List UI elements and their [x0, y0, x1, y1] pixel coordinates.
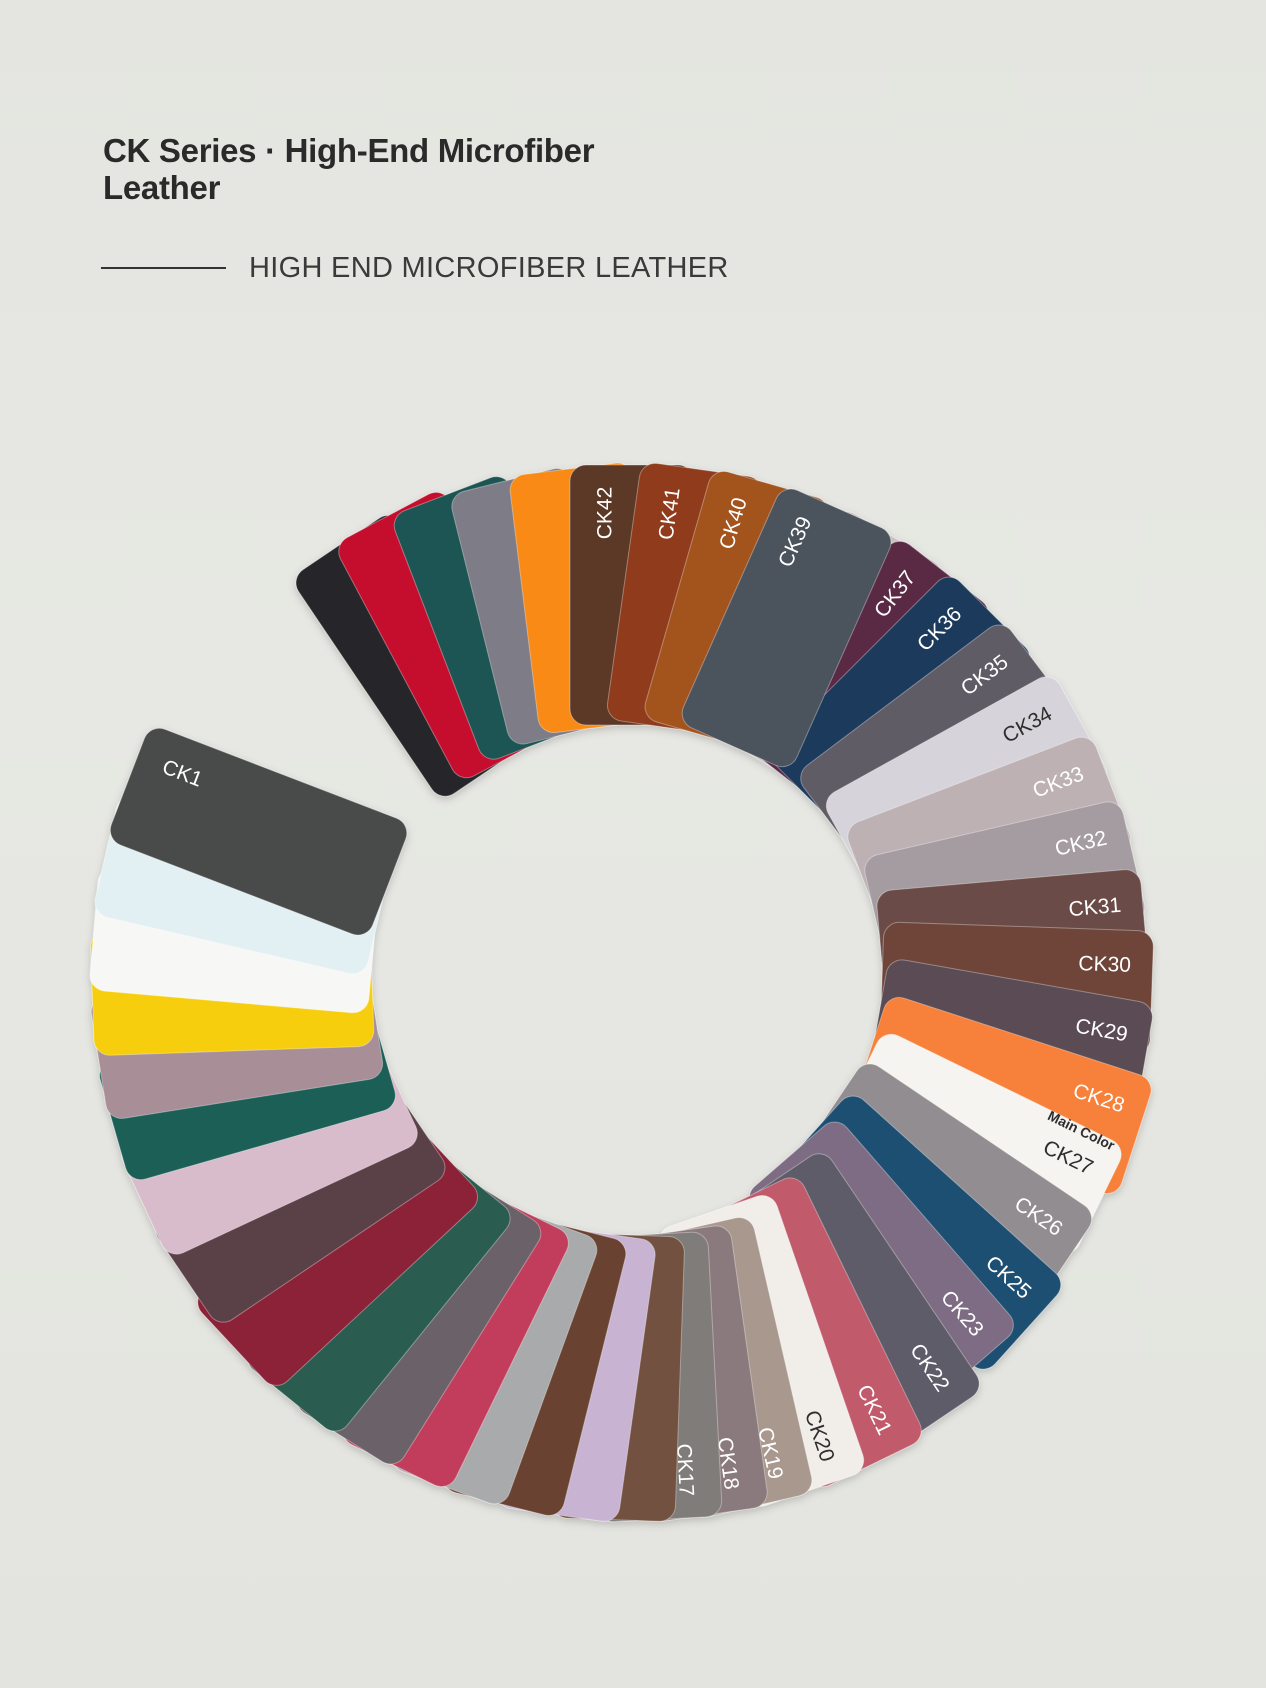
page-title: CK Series · High-End Microfiber Leather: [103, 132, 595, 206]
swatch-label-ck42: CK42: [594, 487, 617, 540]
swatch-card-ck39: [681, 488, 892, 768]
subtitle-row: HIGH END MICROFIBER LEATHER: [101, 248, 861, 288]
swatch-ck39: CK39: [681, 488, 892, 768]
swatch-ck1: CK1: [109, 727, 408, 936]
swatch-label-ck30: CK30: [1078, 952, 1131, 977]
subtitle-rule: [101, 267, 226, 269]
swatch-card-ck1: [109, 727, 408, 936]
page-subtitle: HIGH END MICROFIBER LEATHER: [249, 252, 729, 284]
swatch-label-ck31: CK31: [1068, 894, 1122, 921]
